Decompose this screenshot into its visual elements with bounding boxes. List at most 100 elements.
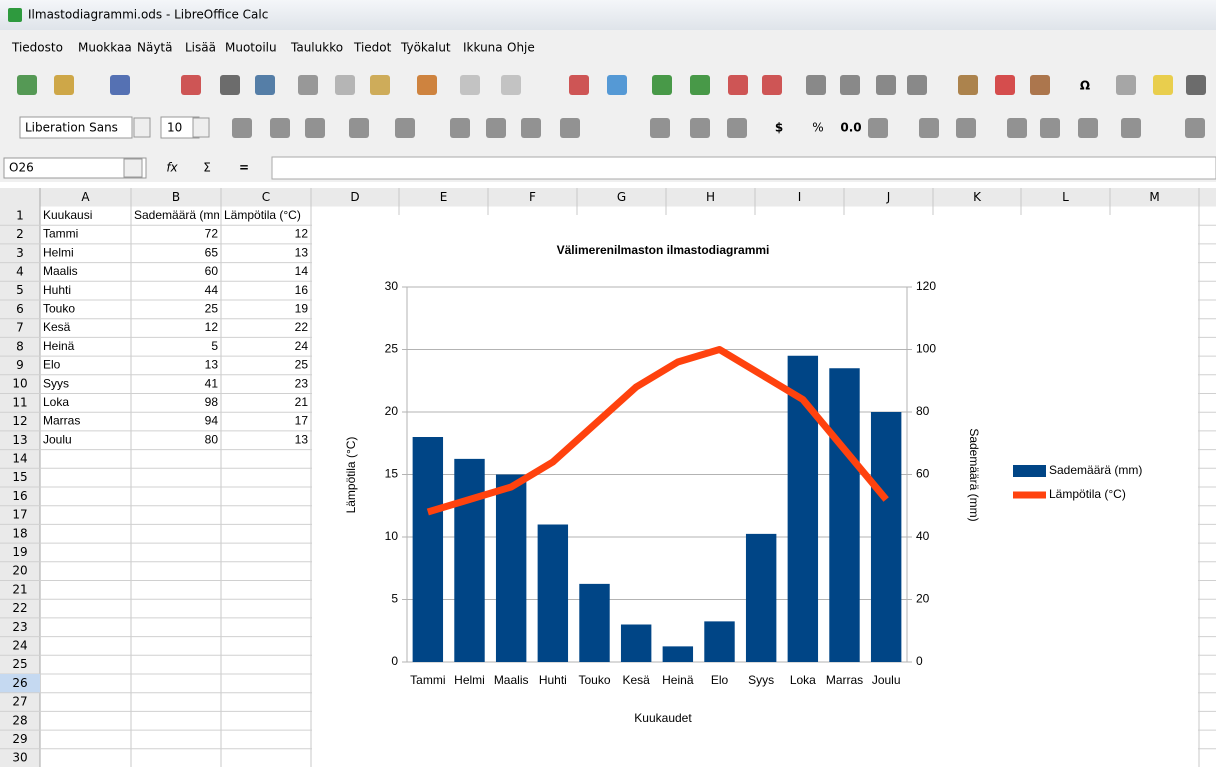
- toolbar-button[interactable]: [919, 118, 939, 138]
- row-header[interactable]: 26: [12, 676, 27, 690]
- toolbar-button[interactable]: [486, 118, 506, 138]
- cell[interactable]: Tammi: [43, 227, 78, 241]
- cell[interactable]: Lämpötila (°C): [224, 208, 301, 222]
- row-header[interactable]: 8: [16, 339, 24, 353]
- cell[interactable]: 16: [295, 283, 309, 297]
- cell[interactable]: Helmi: [43, 245, 74, 259]
- row-header[interactable]: 23: [12, 620, 27, 634]
- toolbar-button[interactable]: [395, 118, 415, 138]
- font-size-dropdown[interactable]: [192, 117, 210, 138]
- sum-button[interactable]: Σ: [203, 161, 211, 175]
- column-header[interactable]: H: [706, 190, 715, 204]
- row-header[interactable]: 11: [12, 395, 27, 409]
- cell[interactable]: 13: [295, 245, 309, 259]
- toolbar-button[interactable]: [876, 75, 896, 95]
- cell[interactable]: 41: [205, 376, 219, 390]
- cell[interactable]: 94: [205, 414, 219, 428]
- toolbar-button[interactable]: [868, 118, 888, 138]
- toolbar-button[interactable]: [1116, 75, 1136, 95]
- cell[interactable]: 13: [205, 358, 219, 372]
- column-header[interactable]: J: [886, 190, 891, 204]
- toolbar-button[interactable]: [650, 118, 670, 138]
- toolbar-button[interactable]: [450, 118, 470, 138]
- toolbar-button[interactable]: [521, 118, 541, 138]
- cell[interactable]: 60: [205, 264, 219, 278]
- cell[interactable]: 5: [211, 339, 218, 353]
- row-header[interactable]: 21: [12, 582, 27, 596]
- column-header[interactable]: M: [1149, 190, 1159, 204]
- column-header[interactable]: K: [973, 190, 982, 204]
- toolbar-button[interactable]: [727, 118, 747, 138]
- row-header[interactable]: 9: [16, 358, 24, 372]
- row-header[interactable]: 4: [16, 264, 24, 278]
- column-header[interactable]: B: [172, 190, 180, 204]
- menu-item[interactable]: Taulukko: [290, 41, 343, 55]
- row-header[interactable]: 17: [12, 508, 27, 522]
- special-character-button[interactable]: Ω: [1080, 79, 1090, 93]
- cell[interactable]: 12: [295, 227, 309, 241]
- menu-item[interactable]: Tiedot: [353, 41, 392, 55]
- toolbar-button[interactable]: [460, 75, 480, 95]
- cell[interactable]: 24: [295, 339, 309, 353]
- cell[interactable]: Heinä: [43, 339, 75, 353]
- row-header[interactable]: 12: [12, 414, 27, 428]
- cell[interactable]: Loka: [43, 395, 69, 409]
- menu-item[interactable]: Ohje: [507, 41, 535, 55]
- row-header[interactable]: 20: [12, 564, 27, 578]
- cell[interactable]: 21: [295, 395, 309, 409]
- column-header[interactable]: I: [798, 190, 802, 204]
- menu-item[interactable]: Muokkaa: [78, 41, 132, 55]
- row-header[interactable]: 6: [16, 302, 24, 316]
- toolbar-button[interactable]: [110, 75, 130, 95]
- toolbar-button[interactable]: [907, 75, 927, 95]
- row-header[interactable]: 3: [16, 246, 24, 260]
- column-header[interactable]: F: [529, 190, 536, 204]
- toolbar-button[interactable]: [806, 75, 826, 95]
- row-header[interactable]: 16: [12, 489, 27, 503]
- cell[interactable]: 19: [295, 302, 309, 316]
- cell[interactable]: Sademäärä (mm): [134, 208, 227, 222]
- cell[interactable]: 72: [205, 227, 219, 241]
- column-header[interactable]: E: [440, 190, 448, 204]
- toolbar-button[interactable]: [956, 118, 976, 138]
- row-header[interactable]: 14: [12, 451, 27, 465]
- cell[interactable]: Touko: [43, 302, 75, 316]
- toolbar-button[interactable]: [417, 75, 437, 95]
- menu-item[interactable]: Lisää: [185, 41, 216, 55]
- toolbar-button[interactable]: [690, 118, 710, 138]
- font-name-box[interactable]: [19, 116, 133, 139]
- cell[interactable]: Marras: [43, 414, 80, 428]
- toolbar-button[interactable]: [1185, 118, 1205, 138]
- toolbar-button[interactable]: [1040, 118, 1060, 138]
- row-header[interactable]: 15: [12, 470, 27, 484]
- toolbar-button[interactable]: [652, 75, 672, 95]
- formula-input[interactable]: [271, 156, 1216, 180]
- row-header[interactable]: 22: [12, 601, 27, 615]
- toolbar-button[interactable]: [1007, 118, 1027, 138]
- toolbar-button[interactable]: [995, 75, 1015, 95]
- row-header[interactable]: 19: [12, 545, 27, 559]
- cell[interactable]: 14: [295, 264, 309, 278]
- row-header[interactable]: 18: [12, 526, 27, 540]
- toolbar-button[interactable]: [690, 75, 710, 95]
- toolbar-button[interactable]: [762, 75, 782, 95]
- cell[interactable]: 13: [295, 432, 309, 446]
- toolbar-button[interactable]: [560, 118, 580, 138]
- toolbar-button[interactable]: [232, 118, 252, 138]
- column-header[interactable]: D: [350, 190, 359, 204]
- font-name-dropdown[interactable]: [133, 117, 151, 138]
- decimal-button[interactable]: 0.0: [840, 121, 861, 135]
- currency-button[interactable]: $: [775, 121, 783, 135]
- menu-item[interactable]: Tiedosto: [11, 41, 63, 55]
- toolbar-button[interactable]: [958, 75, 978, 95]
- function-wizard[interactable]: fx: [166, 161, 178, 175]
- row-header[interactable]: 29: [12, 732, 27, 746]
- cell[interactable]: 22: [295, 320, 309, 334]
- toolbar-button[interactable]: [607, 75, 627, 95]
- toolbar-button[interactable]: [270, 118, 290, 138]
- toolbar-button[interactable]: [840, 75, 860, 95]
- toolbar-button[interactable]: [220, 75, 240, 95]
- toolbar-button[interactable]: [1030, 75, 1050, 95]
- toolbar-button[interactable]: [501, 75, 521, 95]
- cell[interactable]: Syys: [43, 376, 69, 390]
